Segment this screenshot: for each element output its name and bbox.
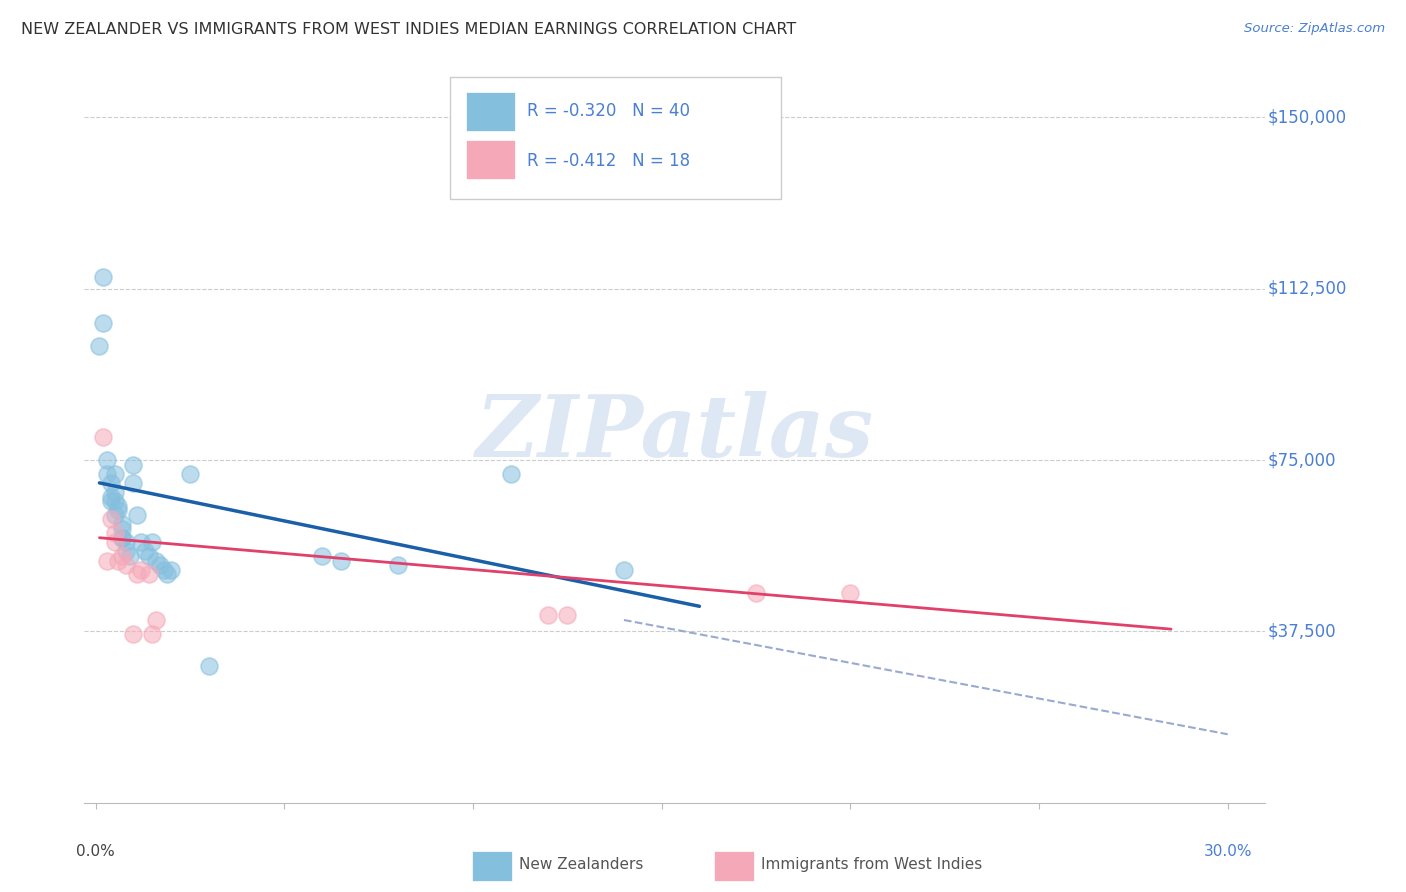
Point	[129, 535, 152, 549]
Point	[103, 508, 125, 522]
Text: Source: ZipAtlas.com: Source: ZipAtlas.com	[1244, 22, 1385, 36]
Text: Immigrants from West Indies: Immigrants from West Indies	[761, 857, 983, 872]
Point	[111, 531, 134, 545]
Point	[613, 563, 636, 577]
Text: ZIPatlas: ZIPatlas	[475, 391, 875, 475]
Point	[103, 535, 125, 549]
Point	[103, 485, 125, 500]
Point	[149, 558, 172, 573]
Point	[100, 490, 122, 504]
FancyBboxPatch shape	[714, 851, 754, 880]
FancyBboxPatch shape	[465, 92, 516, 130]
Point	[145, 613, 167, 627]
Point	[103, 494, 125, 508]
FancyBboxPatch shape	[465, 140, 516, 178]
Point	[111, 531, 134, 545]
Point	[138, 549, 160, 563]
Point	[111, 549, 134, 563]
Point	[127, 508, 149, 522]
Point	[115, 535, 138, 549]
Point	[89, 339, 111, 353]
Point	[118, 549, 141, 563]
Text: NEW ZEALANDER VS IMMIGRANTS FROM WEST INDIES MEDIAN EARNINGS CORRELATION CHART: NEW ZEALANDER VS IMMIGRANTS FROM WEST IN…	[21, 22, 796, 37]
Point	[152, 563, 174, 577]
Point	[91, 316, 114, 330]
Point	[100, 475, 122, 490]
Point	[100, 494, 122, 508]
Point	[91, 430, 114, 444]
Point	[111, 516, 134, 531]
Text: R = -0.320   N = 40: R = -0.320 N = 40	[527, 102, 690, 120]
Point	[198, 658, 221, 673]
Point	[127, 567, 149, 582]
Point	[96, 553, 118, 567]
Text: R = -0.412   N = 18: R = -0.412 N = 18	[527, 152, 690, 169]
Point	[115, 544, 138, 558]
Point	[141, 535, 163, 549]
Point	[122, 458, 145, 472]
Point	[745, 585, 768, 599]
Point	[134, 544, 156, 558]
Point	[156, 567, 179, 582]
FancyBboxPatch shape	[472, 851, 512, 880]
Point	[96, 467, 118, 481]
Point	[329, 553, 352, 567]
Point	[311, 549, 333, 563]
Point	[138, 567, 160, 582]
Point	[103, 526, 125, 541]
Point	[100, 512, 122, 526]
FancyBboxPatch shape	[450, 78, 782, 200]
Point	[107, 553, 129, 567]
Point	[122, 626, 145, 640]
Point	[122, 475, 145, 490]
Point	[91, 270, 114, 285]
Point	[96, 453, 118, 467]
Point	[129, 563, 152, 577]
Text: New Zealanders: New Zealanders	[519, 857, 644, 872]
Point	[107, 503, 129, 517]
Point	[839, 585, 862, 599]
Point	[107, 499, 129, 513]
Point	[499, 467, 522, 481]
Text: 0.0%: 0.0%	[76, 844, 115, 858]
Point	[103, 467, 125, 481]
Text: $75,000: $75,000	[1268, 451, 1336, 469]
Point	[179, 467, 201, 481]
Text: $112,500: $112,500	[1268, 280, 1347, 298]
Point	[145, 553, 167, 567]
Point	[537, 608, 560, 623]
Point	[141, 626, 163, 640]
Point	[557, 608, 579, 623]
Point	[387, 558, 409, 573]
Text: $150,000: $150,000	[1268, 108, 1347, 127]
Point	[111, 522, 134, 536]
Point	[115, 558, 138, 573]
Point	[160, 563, 183, 577]
Text: 30.0%: 30.0%	[1204, 844, 1251, 858]
Text: $37,500: $37,500	[1268, 623, 1336, 640]
